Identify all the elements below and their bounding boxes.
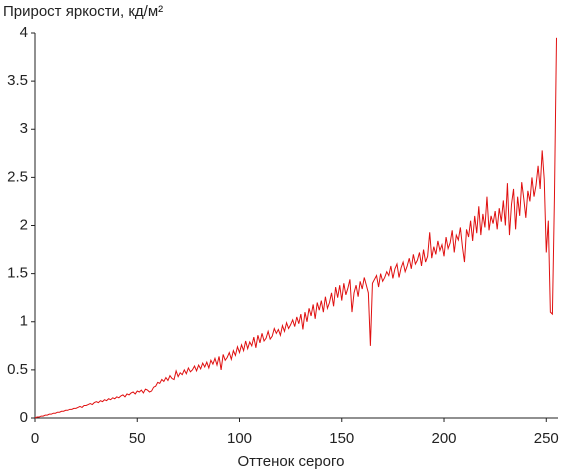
- line-series: [34, 37, 557, 419]
- y-tick-label: 4: [20, 24, 28, 41]
- x-tick-label: 0: [31, 430, 39, 447]
- x-tick-label: 200: [432, 430, 457, 447]
- y-tick-label: 0.5: [7, 361, 28, 378]
- y-tick-label: 2: [20, 216, 28, 233]
- chart-title: Прирост яркости, кд/м²: [3, 3, 163, 20]
- y-tick-label: 2.5: [7, 168, 28, 185]
- x-axis-label: Оттенок серого: [238, 453, 345, 470]
- y-tick-label: 0: [20, 409, 28, 426]
- x-tick-label: 100: [227, 430, 252, 447]
- y-tick-label: 3: [20, 120, 28, 137]
- y-tick-label: 1.5: [7, 265, 28, 282]
- y-tick-label: 1: [20, 313, 28, 330]
- y-tick-label: 3.5: [7, 72, 28, 89]
- x-tick-label: 250: [534, 430, 559, 447]
- x-tick-label: 150: [329, 430, 354, 447]
- x-tick-label: 50: [129, 430, 146, 447]
